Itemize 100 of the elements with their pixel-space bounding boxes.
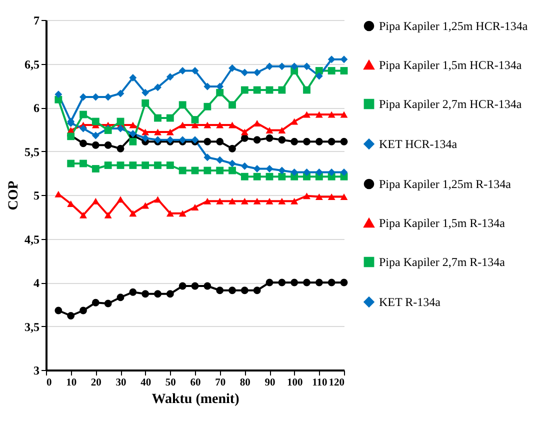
point — [80, 160, 87, 168]
point — [204, 198, 212, 204]
point — [253, 198, 261, 204]
point — [116, 196, 124, 203]
point — [278, 86, 286, 94]
point — [204, 166, 212, 174]
point — [129, 74, 137, 82]
point — [340, 67, 348, 74]
point — [240, 198, 248, 204]
point — [328, 138, 336, 146]
point — [266, 127, 274, 134]
point — [266, 198, 274, 204]
point — [92, 132, 100, 140]
point — [80, 140, 87, 148]
point — [253, 286, 261, 294]
point — [178, 166, 186, 174]
point — [92, 118, 100, 126]
point — [154, 196, 162, 203]
point — [104, 300, 112, 308]
point — [266, 172, 274, 180]
point — [142, 290, 150, 298]
point — [154, 128, 162, 136]
point — [315, 67, 323, 74]
point — [240, 162, 248, 170]
point — [104, 212, 112, 218]
point — [92, 165, 100, 172]
x-tick-label: 0 — [46, 378, 52, 388]
point — [340, 138, 348, 146]
legend-label: Pipa Kapiler 2,7m HCR-134a — [379, 97, 522, 111]
point — [54, 96, 62, 104]
point — [80, 212, 87, 218]
point — [154, 290, 162, 298]
y-tick-label: 5,5 — [24, 144, 40, 159]
point — [216, 166, 224, 174]
point — [290, 198, 298, 204]
point — [228, 64, 236, 72]
point — [92, 141, 100, 149]
legend-label: Pipa Kapiler 1,5m R-134a — [379, 216, 506, 230]
point — [216, 82, 224, 90]
point — [154, 114, 162, 122]
point — [328, 194, 336, 200]
point — [278, 127, 286, 134]
point — [116, 144, 124, 152]
point — [191, 282, 199, 290]
point — [278, 198, 286, 204]
point — [303, 62, 310, 70]
point — [315, 168, 323, 176]
point — [166, 210, 174, 217]
point — [142, 134, 150, 142]
point — [116, 90, 124, 98]
point — [166, 290, 174, 298]
point — [228, 198, 236, 204]
point — [216, 138, 224, 146]
y-tick-label: 4,5 — [24, 232, 40, 246]
point — [328, 168, 336, 176]
legend-label: Pipa Kapiler 2,7m R-134a — [379, 255, 506, 269]
point — [116, 162, 124, 169]
point — [142, 202, 150, 209]
point — [315, 194, 323, 200]
point — [266, 62, 274, 70]
point — [228, 286, 236, 294]
point — [253, 136, 261, 144]
point — [166, 162, 174, 169]
point — [253, 120, 261, 126]
point — [204, 82, 212, 90]
point — [216, 198, 224, 204]
point — [54, 190, 62, 198]
y-tick-label: 5 — [34, 188, 40, 202]
point — [204, 102, 212, 110]
y-tick-label: 7 — [34, 14, 40, 28]
point — [67, 160, 75, 168]
y-tick-label: 6 — [34, 101, 40, 115]
x-tick-label: 30 — [116, 378, 126, 388]
point — [278, 62, 286, 70]
x-tick-label: 60 — [190, 378, 201, 388]
point — [178, 101, 186, 109]
point — [328, 67, 336, 74]
legend-label: KET R-134a — [379, 295, 442, 309]
point — [240, 286, 248, 294]
x-tick-label: 50 — [165, 378, 176, 388]
legend-label: KET HCR-134a — [379, 137, 458, 151]
point — [80, 306, 87, 314]
point — [104, 141, 112, 149]
point — [278, 278, 286, 286]
point — [216, 88, 224, 96]
point — [228, 144, 236, 152]
point — [278, 172, 286, 180]
point — [142, 162, 150, 169]
point — [253, 86, 261, 94]
point — [290, 278, 298, 286]
point — [253, 68, 261, 76]
point — [278, 136, 286, 144]
y-tick-label: 3 — [34, 364, 40, 378]
point — [92, 198, 100, 204]
y-tick-label: 3,5 — [24, 320, 40, 334]
x-tick-label: 100 — [286, 378, 303, 388]
point — [104, 162, 112, 169]
point — [204, 282, 212, 290]
point — [116, 294, 124, 302]
point — [142, 99, 150, 107]
